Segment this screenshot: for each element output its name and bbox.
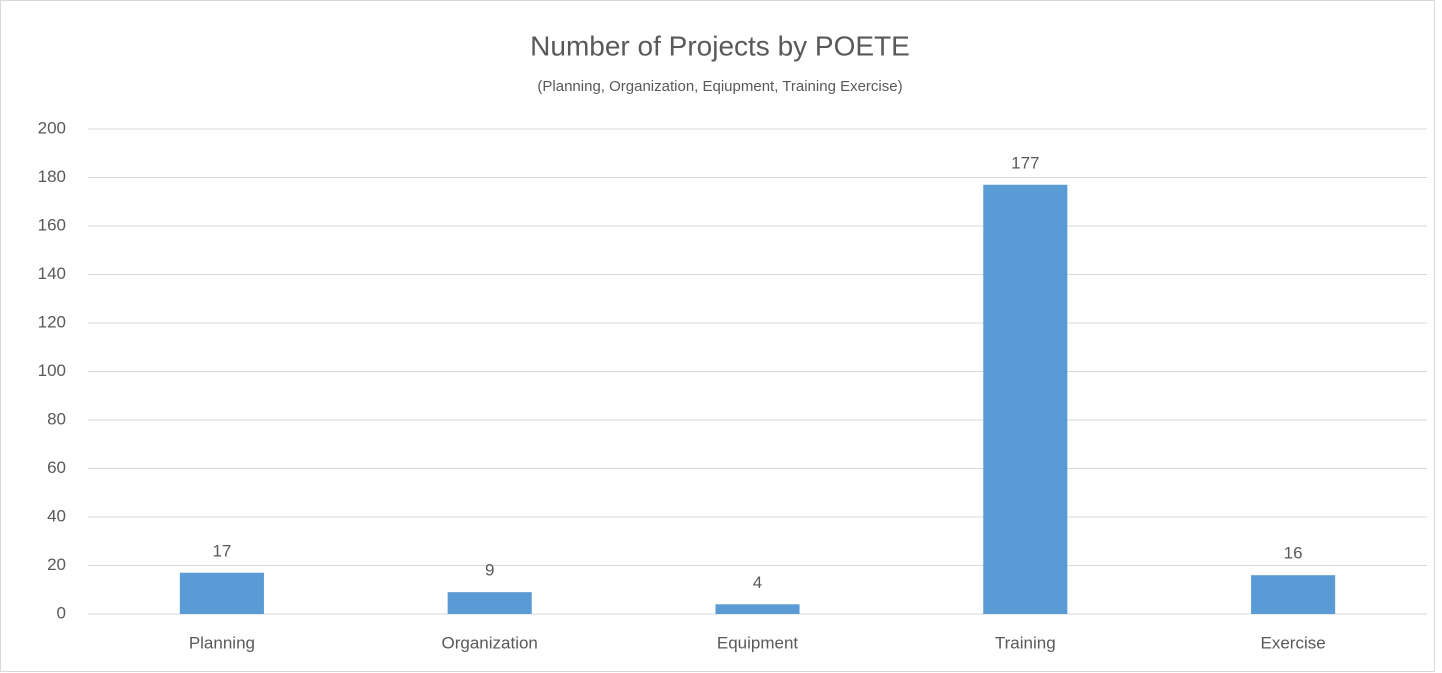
y-tick-label: 160: [38, 215, 66, 234]
x-tick-label: Training: [995, 633, 1056, 652]
y-tick-label: 120: [38, 312, 66, 331]
x-tick-label: Equipment: [717, 633, 799, 652]
bar: [715, 604, 800, 614]
y-tick-label: 140: [38, 264, 66, 283]
y-tick-label: 80: [47, 409, 66, 428]
chart-subtitle: (Planning, Organization, Eqiupment, Trai…: [537, 78, 902, 95]
x-tick-label: Planning: [189, 633, 255, 652]
y-tick-label: 60: [47, 458, 66, 477]
data-label: 9: [485, 561, 494, 580]
data-label: 16: [1284, 544, 1303, 563]
data-label: 17: [212, 541, 231, 560]
data-label: 4: [753, 573, 762, 592]
bar: [179, 572, 264, 614]
y-tick-label: 200: [38, 118, 66, 137]
chart-title: Number of Projects by POETE: [530, 30, 910, 61]
y-tick-label: 180: [38, 167, 66, 186]
data-label: 177: [1011, 153, 1039, 172]
y-tick-label: 20: [47, 555, 66, 574]
bar: [447, 592, 532, 614]
y-tick-label: 40: [47, 506, 66, 525]
bar: [1251, 575, 1336, 614]
x-tick-label: Organization: [442, 633, 538, 652]
x-tick-label: Exercise: [1261, 633, 1326, 652]
y-tick-label: 100: [38, 361, 66, 380]
bar: [983, 184, 1068, 614]
y-tick-label: 0: [57, 603, 66, 622]
